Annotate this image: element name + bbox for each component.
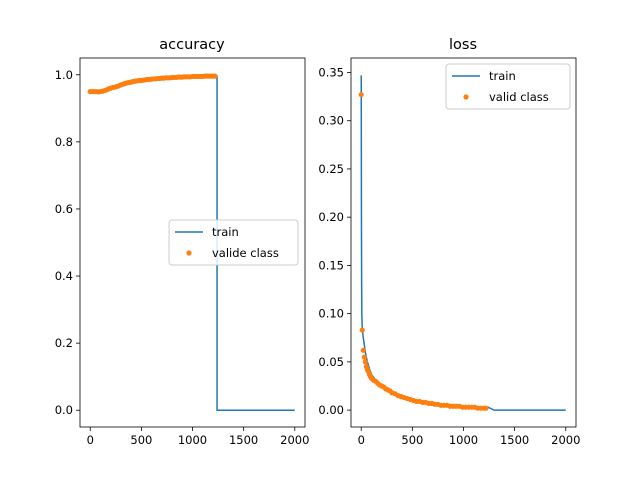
legend-marker-swatch [463,94,469,100]
chart-title: loss [449,37,477,53]
data-point [358,92,364,98]
legend-marker-swatch [186,250,192,256]
x-tick-label: 1000 [449,433,478,447]
x-tick-label: 2000 [551,433,580,447]
chart-title: accuracy [159,37,225,53]
x-tick-label: 1000 [178,433,207,447]
y-tick-label: 0.2 [55,336,73,350]
x-tick-label: 0 [358,433,365,447]
data-point [212,73,218,79]
y-tick-label: 0.25 [318,162,344,176]
x-tick-label: 1500 [229,433,258,447]
data-point [361,354,367,360]
legend-label: train [212,225,239,239]
data-point [360,347,366,353]
y-tick-label: 0.8 [55,135,73,149]
y-tick-label: 0.05 [318,355,344,369]
x-tick-label: 500 [130,433,152,447]
y-tick-label: 0.00 [318,403,344,417]
y-tick-label: 0.4 [55,269,73,283]
loss-panel: loss 0 500 1000 1500 2000 0.00 0.05 0.10 0.15 0.2… [318,37,580,447]
legend-label: valide class [212,246,279,260]
y-tick-label: 0.30 [318,114,344,128]
data-point [483,405,489,411]
legend: train valid class [445,63,571,110]
series-line-train [360,75,566,411]
legend-label: train [489,69,516,83]
y-tick-label: 0.35 [318,65,344,79]
data-point [359,327,365,333]
x-tick-label: 1500 [500,433,529,447]
y-tick-label: 0.6 [55,202,73,216]
x-tick-label: 500 [401,433,423,447]
accuracy-panel: accuracy 0 500 1000 1500 2000 0.0 0.2 0.4 0.6 0.8… [55,37,310,447]
y-tick-label: 0.0 [55,403,73,417]
axes-frame [350,57,577,428]
legend-label: valid class [489,90,549,104]
x-tick-label: 2000 [280,433,309,447]
y-tick-label: 0.10 [318,307,344,321]
data-point [362,359,368,365]
y-tick-label: 0.15 [318,258,344,272]
y-tick-label: 1.0 [55,68,73,82]
legend: train valide class [168,219,299,266]
x-tick-label: 0 [87,433,94,447]
y-tick-label: 0.20 [318,210,344,224]
